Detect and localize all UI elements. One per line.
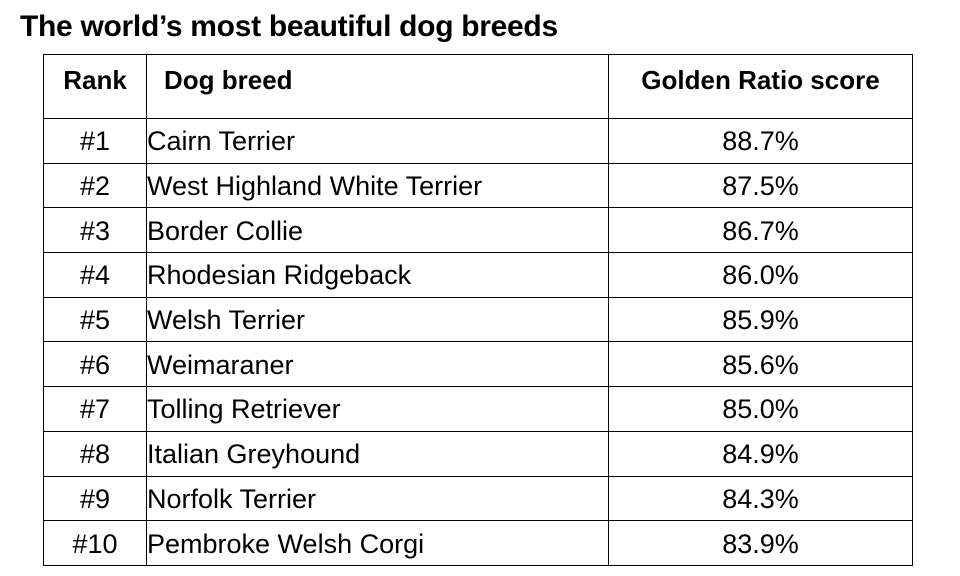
column-header-breed: Dog breed bbox=[146, 54, 609, 119]
table-row: #6 Weimaraner 85.6% bbox=[43, 341, 913, 388]
rank-cell: #6 bbox=[43, 341, 147, 388]
breed-cell: Norfolk Terrier bbox=[146, 475, 609, 522]
score-cell: 83.9% bbox=[608, 520, 913, 566]
breed-cell: Tolling Retriever bbox=[146, 386, 609, 432]
score-cell: 84.3% bbox=[608, 475, 913, 522]
rank-cell: #4 bbox=[43, 252, 147, 298]
breed-cell: Weimaraner bbox=[146, 341, 609, 388]
rank-cell: #8 bbox=[43, 430, 147, 477]
table-row: #2 West Highland White Terrier 87.5% bbox=[43, 162, 913, 209]
table-header-row: Rank Dog breed Golden Ratio score bbox=[43, 54, 913, 119]
breed-cell: Welsh Terrier bbox=[146, 296, 609, 343]
rank-cell: #1 bbox=[43, 118, 147, 164]
column-header-score: Golden Ratio score bbox=[608, 54, 913, 119]
score-cell: 86.0% bbox=[608, 252, 913, 298]
score-cell: 84.9% bbox=[608, 430, 913, 477]
rank-cell: #3 bbox=[43, 207, 147, 254]
breed-cell: Italian Greyhound bbox=[146, 430, 609, 477]
score-cell: 86.7% bbox=[608, 207, 913, 254]
table-row: #10 Pembroke Welsh Corgi 83.9% bbox=[43, 520, 913, 566]
table-row: #4 Rhodesian Ridgeback 86.0% bbox=[43, 252, 913, 298]
score-cell: 85.6% bbox=[608, 341, 913, 388]
breed-cell: Cairn Terrier bbox=[146, 118, 609, 164]
rank-cell: #5 bbox=[43, 296, 147, 343]
column-header-rank: Rank bbox=[43, 54, 147, 119]
breed-cell: Pembroke Welsh Corgi bbox=[146, 520, 609, 566]
table-row: #9 Norfolk Terrier 84.3% bbox=[43, 475, 913, 522]
table-row: #3 Border Collie 86.7% bbox=[43, 207, 913, 254]
table-row: #1 Cairn Terrier 88.7% bbox=[43, 118, 913, 164]
ranking-table: Rank Dog breed Golden Ratio score #1 Cai… bbox=[43, 54, 913, 566]
table-row: #8 Italian Greyhound 84.9% bbox=[43, 430, 913, 477]
rank-cell: #2 bbox=[43, 162, 147, 209]
score-cell: 85.9% bbox=[608, 296, 913, 343]
table-row: #7 Tolling Retriever 85.0% bbox=[43, 386, 913, 432]
table-row: #5 Welsh Terrier 85.9% bbox=[43, 296, 913, 343]
score-cell: 85.0% bbox=[608, 386, 913, 432]
breed-cell: Rhodesian Ridgeback bbox=[146, 252, 609, 298]
score-cell: 88.7% bbox=[608, 118, 913, 164]
breed-cell: West Highland White Terrier bbox=[146, 162, 609, 209]
rank-cell: #7 bbox=[43, 386, 147, 432]
breed-cell: Border Collie bbox=[146, 207, 609, 254]
rank-cell: #10 bbox=[43, 520, 147, 566]
page-title: The world’s most beautiful dog breeds bbox=[20, 10, 558, 43]
score-cell: 87.5% bbox=[608, 162, 913, 209]
rank-cell: #9 bbox=[43, 475, 147, 522]
